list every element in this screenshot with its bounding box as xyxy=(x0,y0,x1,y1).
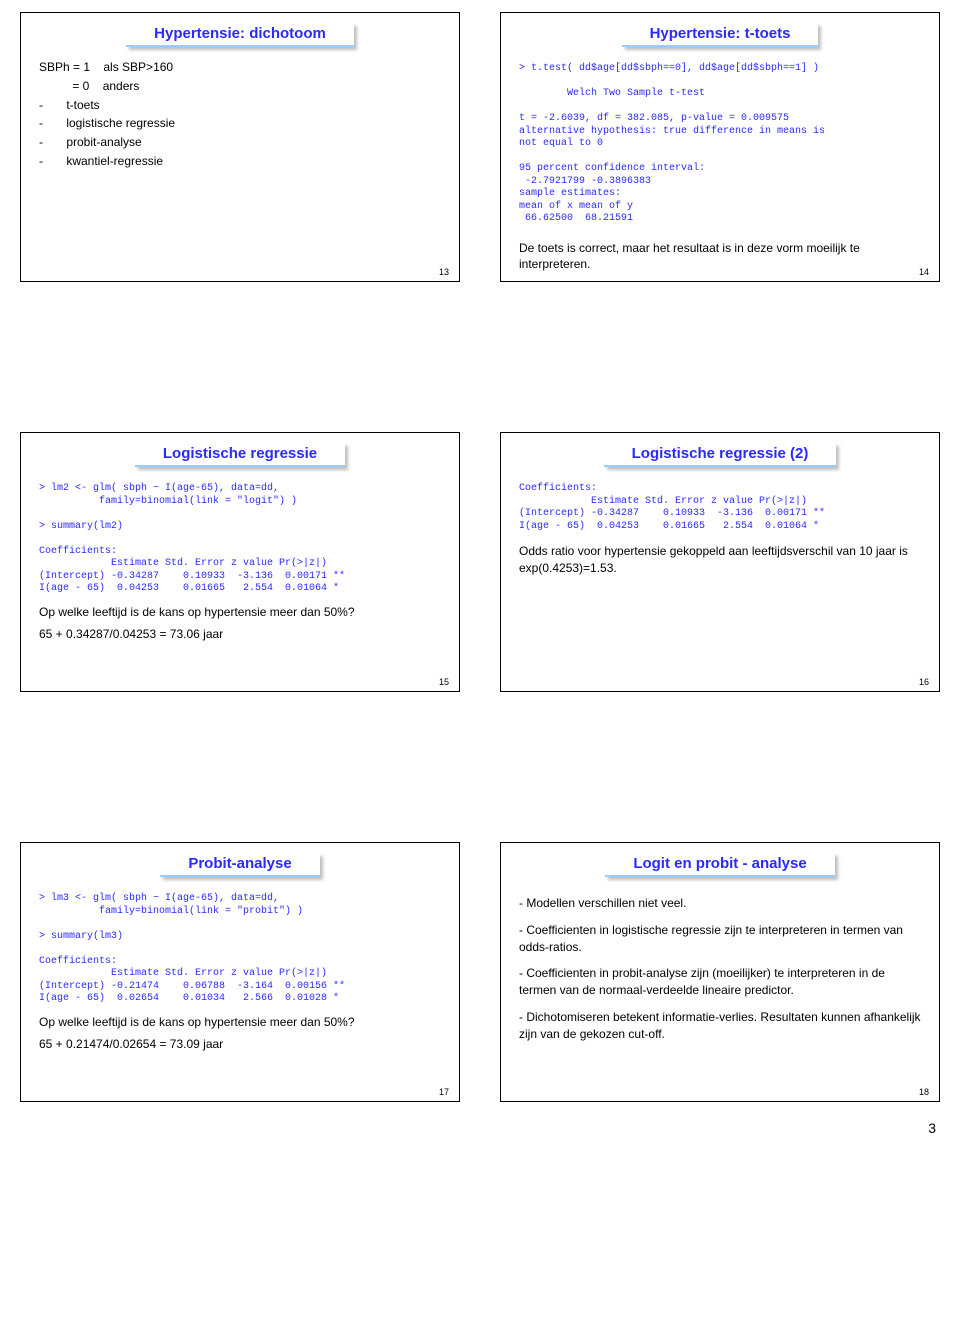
slide-title: Logistische regressie (2) xyxy=(604,443,837,467)
slide-number: 18 xyxy=(919,1087,929,1097)
code-block: Coefficients: Estimate Std. Error z valu… xyxy=(519,483,921,533)
slide-note: 65 + 0.34287/0.04253 = 73.06 jaar xyxy=(39,626,441,643)
slide-title: Hypertensie: dichotoom xyxy=(126,23,354,47)
body-line: SBPh = 1 als SBP>160 xyxy=(39,59,441,76)
title-wrap: Logistische regressie (2) xyxy=(519,443,921,467)
title-wrap: Probit-analyse xyxy=(39,853,441,877)
list-item: - Coefficienten in probit-analyse zijn (… xyxy=(519,965,921,999)
slide-14: Hypertensie: t-toets > t.test( dd$age[dd… xyxy=(500,12,940,282)
slide-15: Logistische regressie > lm2 <- glm( sbph… xyxy=(20,432,460,692)
slide-17: Probit-analyse > lm3 <- glm( sbph ~ I(ag… xyxy=(20,842,460,1102)
body-line: - t-toets xyxy=(39,97,441,114)
slide-body: > lm2 <- glm( sbph ~ I(age-65), data=dd,… xyxy=(39,479,441,683)
slide-grid: Hypertensie: dichotoom SBPh = 1 als SBP>… xyxy=(20,12,940,1102)
slide-body: > t.test( dd$age[dd$sbph==0], dd$age[dd$… xyxy=(519,59,921,273)
slide-body: - Modellen verschillen niet veel. - Coef… xyxy=(519,889,921,1093)
page-number: 3 xyxy=(20,1120,940,1136)
slide-title: Probit-analyse xyxy=(160,853,319,877)
slide-number: 16 xyxy=(919,677,929,687)
code-block: > t.test( dd$age[dd$sbph==0], dd$age[dd$… xyxy=(519,63,921,226)
slide-number: 15 xyxy=(439,677,449,687)
title-wrap: Hypertensie: t-toets xyxy=(519,23,921,47)
code-block: > lm3 <- glm( sbph ~ I(age-65), data=dd,… xyxy=(39,893,441,1006)
slide-number: 17 xyxy=(439,1087,449,1097)
slide-title: Hypertensie: t-toets xyxy=(622,23,819,47)
slide-note: Op welke leeftijd is de kans op hyperten… xyxy=(39,1014,441,1031)
slide-note: 65 + 0.21474/0.02654 = 73.09 jaar xyxy=(39,1036,441,1053)
slide-number: 14 xyxy=(919,267,929,277)
slide-note: Op welke leeftijd is de kans op hyperten… xyxy=(39,604,441,621)
list-item: - Dichotomiseren betekent informatie-ver… xyxy=(519,1009,921,1043)
slide-note: De toets is correct, maar het resultaat … xyxy=(519,240,921,274)
slide-title: Logistische regressie xyxy=(135,443,345,467)
slide-body: Coefficients: Estimate Std. Error z valu… xyxy=(519,479,921,683)
slide-body: SBPh = 1 als SBP>160 = 0 anders - t-toet… xyxy=(39,59,441,273)
slide-note: Odds ratio voor hypertensie gekoppeld aa… xyxy=(519,543,921,577)
slide-16: Logistische regressie (2) Coefficients: … xyxy=(500,432,940,692)
slide-number: 13 xyxy=(439,267,449,277)
code-block: > lm2 <- glm( sbph ~ I(age-65), data=dd,… xyxy=(39,483,441,596)
slide-18: Logit en probit - analyse - Modellen ver… xyxy=(500,842,940,1102)
body-line: - kwantiel-regressie xyxy=(39,153,441,170)
body-line: - probit-analyse xyxy=(39,134,441,151)
title-wrap: Logit en probit - analyse xyxy=(519,853,921,877)
slide-body: > lm3 <- glm( sbph ~ I(age-65), data=dd,… xyxy=(39,889,441,1093)
body-line: = 0 anders xyxy=(39,78,441,95)
slide-title: Logit en probit - analyse xyxy=(605,853,834,877)
list-item: - Coefficienten in logistische regressie… xyxy=(519,922,921,956)
body-line: - logistische regressie xyxy=(39,115,441,132)
list-item: - Modellen verschillen niet veel. xyxy=(519,895,921,912)
title-wrap: Hypertensie: dichotoom xyxy=(39,23,441,47)
slide-13: Hypertensie: dichotoom SBPh = 1 als SBP>… xyxy=(20,12,460,282)
title-wrap: Logistische regressie xyxy=(39,443,441,467)
